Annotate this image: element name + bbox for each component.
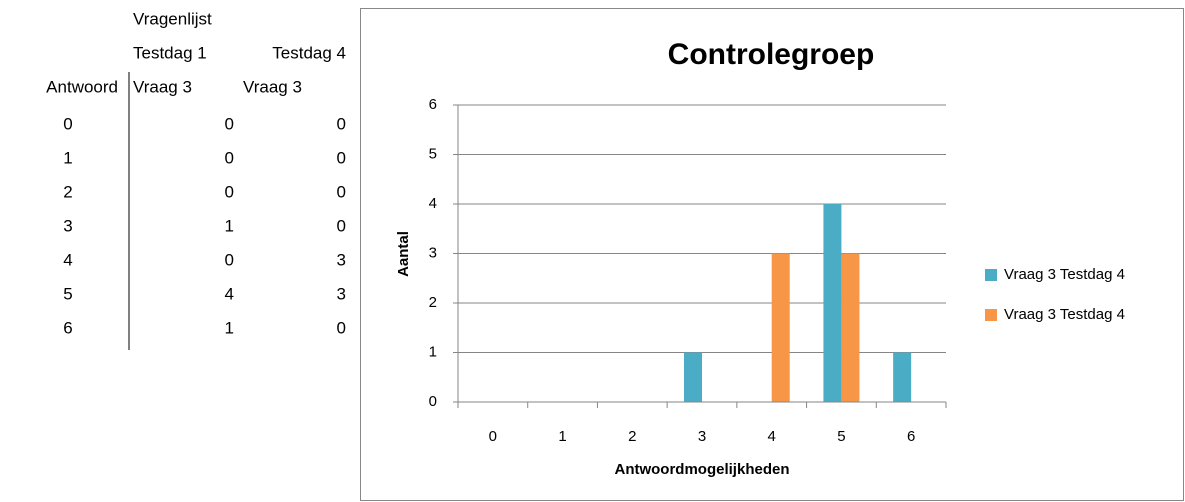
table-cell: 1 xyxy=(225,318,234,337)
table-column: Vraag 3 xyxy=(133,77,192,96)
x-tick-label: 6 xyxy=(907,428,915,445)
bar xyxy=(823,204,842,402)
table-column: Vraag 3 xyxy=(243,77,302,96)
bar xyxy=(841,253,860,402)
x-axis-label: Antwoordmogelijkheden xyxy=(614,461,789,478)
y-tick-label: 1 xyxy=(429,343,437,360)
x-tick-label: 4 xyxy=(768,428,776,445)
table-cell: 4 xyxy=(225,284,234,303)
x-tick-label: 3 xyxy=(698,428,706,445)
table-cell: 3 xyxy=(337,250,346,269)
table-group: Vragenlijst xyxy=(133,9,212,28)
table-cell: 6 xyxy=(63,318,72,337)
table-cell: 5 xyxy=(63,284,72,303)
table-cell: 0 xyxy=(225,114,234,133)
table-cell: 4 xyxy=(63,250,72,269)
table-cell: 0 xyxy=(225,148,234,167)
table-cell: 3 xyxy=(63,216,72,235)
y-axis-label: Aantal xyxy=(395,231,412,277)
y-tick-label: 3 xyxy=(429,244,437,261)
legend-swatch xyxy=(985,309,997,321)
table-cell: 0 xyxy=(337,216,346,235)
x-tick-label: 2 xyxy=(628,428,636,445)
y-tick-label: 2 xyxy=(429,294,437,311)
y-tick-label: 6 xyxy=(429,96,437,113)
table-cell: 1 xyxy=(63,148,72,167)
x-tick-label: 1 xyxy=(558,428,566,445)
table-cell: 3 xyxy=(337,284,346,303)
table-day: Testdag 1 xyxy=(133,43,207,62)
x-tick-label: 0 xyxy=(489,428,497,445)
table-cell: 0 xyxy=(63,114,72,133)
table-cell: 0 xyxy=(337,114,346,133)
table-cell: 1 xyxy=(225,216,234,235)
y-tick-label: 0 xyxy=(429,393,437,410)
table-cell: 0 xyxy=(337,148,346,167)
table-day: Testdag 4 xyxy=(272,43,346,62)
y-tick-label: 5 xyxy=(429,145,437,162)
table-column: Antwoord xyxy=(46,77,118,96)
legend-label: Vraag 3 Testdag 4 xyxy=(1004,266,1125,283)
table-cell: 0 xyxy=(337,318,346,337)
table-cell: 0 xyxy=(337,182,346,201)
bar xyxy=(771,253,790,402)
y-tick-label: 4 xyxy=(429,195,437,212)
table-cell: 2 xyxy=(63,182,72,201)
legend-swatch xyxy=(985,269,997,281)
table-cell: 0 xyxy=(225,182,234,201)
bar xyxy=(893,352,912,402)
x-tick-label: 5 xyxy=(837,428,845,445)
bar xyxy=(684,352,702,402)
chart-title: Controlegroep xyxy=(668,38,875,71)
table-cell: 0 xyxy=(225,250,234,269)
legend-label: Vraag 3 Testdag 4 xyxy=(1004,306,1125,323)
